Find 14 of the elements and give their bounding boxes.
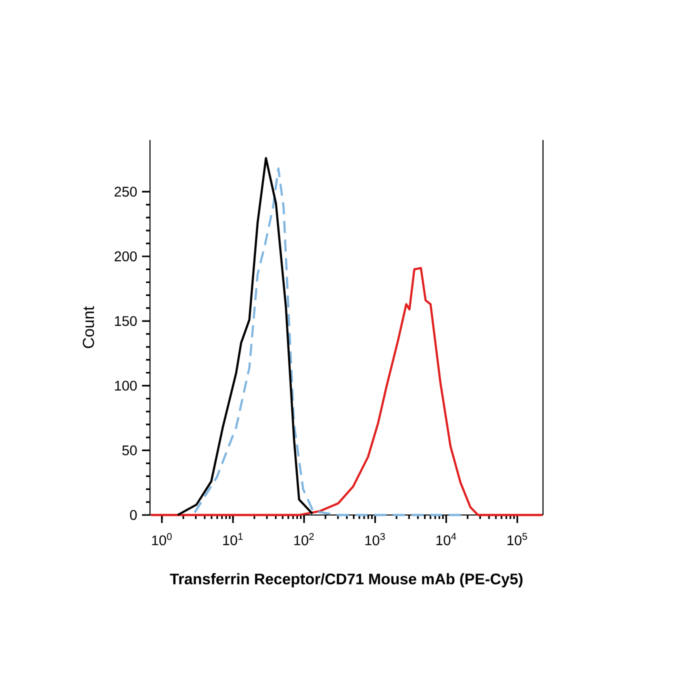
y-tick-label: 50 bbox=[122, 445, 137, 456]
x-axis-title: Transferrin Receptor/CD71 Mouse mAb (PE-Cy5) bbox=[170, 573, 523, 588]
x-tick-label: 10$^{2}$ bbox=[294, 533, 314, 546]
x-tick-label: 10$^{4}$ bbox=[436, 533, 456, 546]
y-tick-label: 100 bbox=[115, 380, 137, 391]
y-tick-label: 150 bbox=[115, 316, 137, 326]
x-tick-label: 10$^{3}$ bbox=[365, 533, 385, 546]
x-tick-label: 10$^{5}$ bbox=[508, 533, 528, 546]
x-tick-label: 10$^{1}$ bbox=[223, 533, 243, 546]
y-tick-label: 250 bbox=[114, 186, 137, 197]
y-tick-label: 200 bbox=[114, 251, 137, 262]
y-tick-label: 0 bbox=[130, 510, 137, 520]
y-axis-title: Count bbox=[82, 306, 94, 348]
x-tick-label: 10$^{0}$ bbox=[152, 533, 172, 546]
